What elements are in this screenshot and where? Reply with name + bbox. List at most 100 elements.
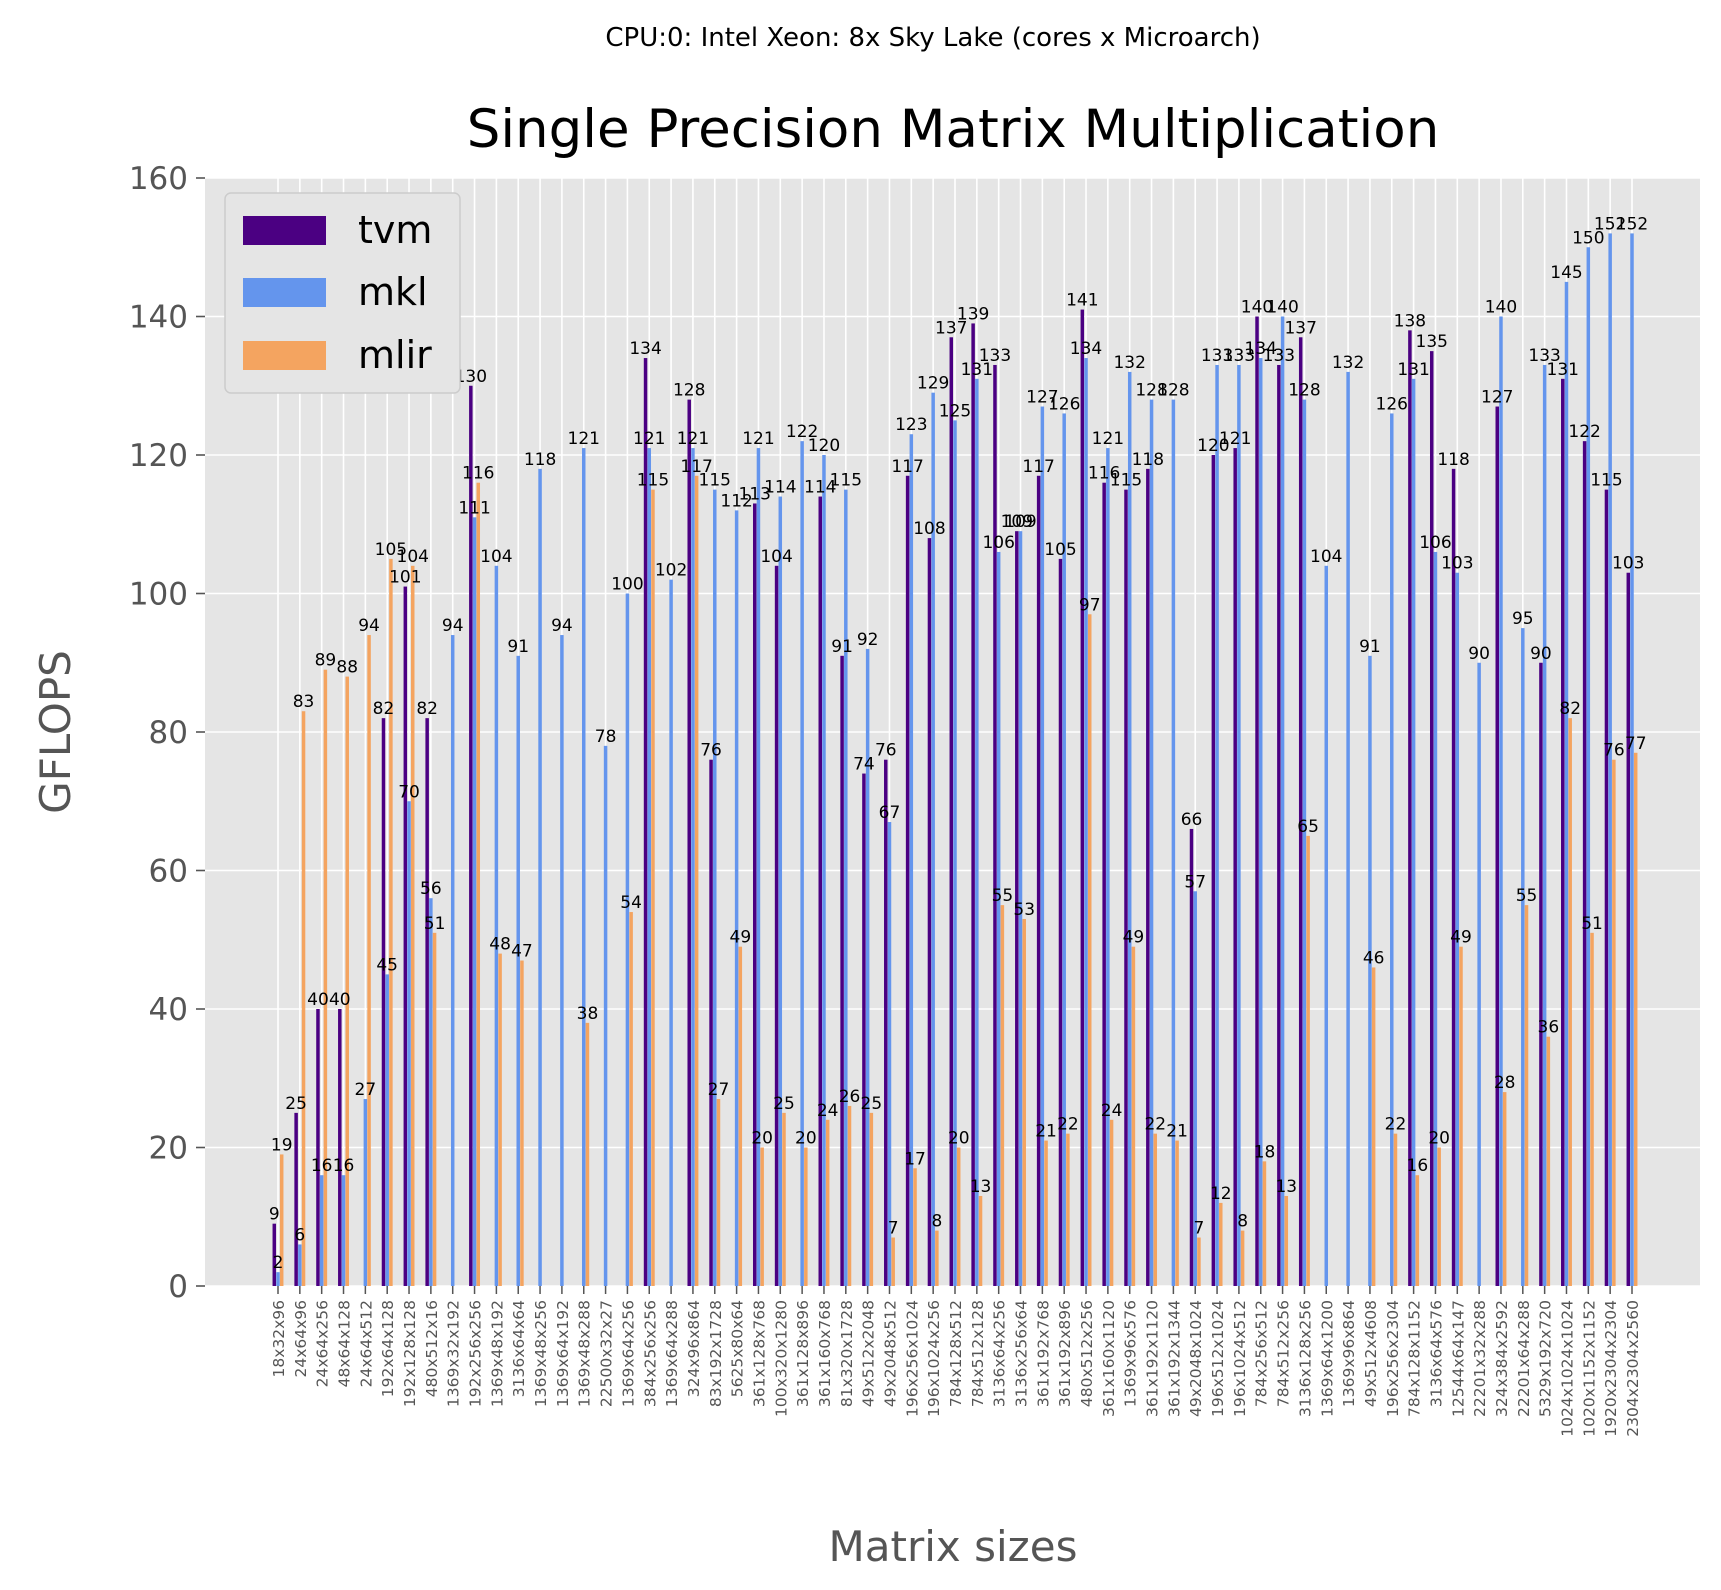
x-tick-label: 361x160x768 [816, 1300, 834, 1407]
bar-value-label-tvm: 40 [307, 990, 329, 1010]
bar-mkl [1062, 413, 1066, 1286]
bar-mlir [1087, 614, 1092, 1286]
bar-value-label-mkl: 57 [1184, 872, 1206, 892]
x-tick-label: 3136x64x64 [510, 1300, 528, 1397]
bar-value-label-mkl: 104 [1310, 547, 1342, 567]
bar-mkl [1586, 247, 1591, 1286]
bar-value-label-mlir: 83 [293, 692, 315, 712]
bar-mkl [865, 648, 870, 1286]
bar-mkl [581, 448, 586, 1286]
bar-value-label-mkl: 111 [458, 498, 490, 518]
bar-value-label-mlir: 54 [620, 893, 642, 913]
bar-value-label-mkl: 152 [1616, 214, 1648, 234]
bar-value-label-mkl: 128 [1135, 381, 1167, 401]
x-tick-label: 1369x64x1200 [1318, 1300, 1336, 1417]
bar-value-label-mlir: 47 [511, 942, 533, 962]
bar-value-label-mkl: 134 [1070, 339, 1102, 359]
bar-mlir [410, 565, 415, 1286]
bar-value-label-mlir: 65 [1297, 817, 1319, 837]
bar-tvm [905, 475, 910, 1286]
x-tick-label: 1369x96x576 [1122, 1300, 1140, 1407]
bar-mlir [1568, 718, 1572, 1286]
y-axis: 0 20 40 60 80 100 120 140 160 [129, 161, 205, 1305]
bar-value-label-mlir: 97 [1079, 595, 1101, 615]
x-tick-label: 196x256x2304 [1384, 1300, 1402, 1417]
bar-mkl [1149, 399, 1154, 1287]
bar-mkl [822, 455, 826, 1286]
bar-mkl [1433, 551, 1438, 1286]
bar-value-label-mkl: 2 [273, 1253, 284, 1273]
bar-value-label-tvm: 121 [1219, 429, 1251, 449]
x-tick-label: 3136x128x256 [1296, 1300, 1314, 1417]
bar-mlir [498, 953, 502, 1286]
bar-tvm [338, 1009, 342, 1286]
bar-mkl [1455, 572, 1460, 1286]
x-tick-label: 49x512x2048 [860, 1300, 878, 1407]
bar-value-label-mlir: 94 [358, 616, 380, 636]
bar-value-label-mkl: 121 [742, 429, 774, 449]
bar-mlir [1524, 905, 1529, 1286]
bar-value-label-tvm: 139 [957, 304, 989, 324]
chart-title: Single Precision Matrix Multiplication [467, 99, 1440, 160]
bar-value-label-mlir: 51 [424, 914, 446, 934]
bar-mlir [476, 482, 481, 1286]
bar-value-label-tvm: 138 [1394, 311, 1426, 331]
bar-mlir [1546, 1036, 1551, 1286]
bar-mkl [953, 420, 957, 1286]
bar-value-label-tvm: 9 [269, 1205, 280, 1225]
bar-mkl [909, 434, 914, 1287]
x-tick-label: 3136x256x64 [1013, 1300, 1031, 1407]
bar-mkl [603, 745, 608, 1286]
bar-value-label-tvm: 76 [875, 741, 897, 761]
bar-value-label-mkl: 109 [1004, 512, 1036, 532]
y-tick-label: 140 [129, 300, 188, 336]
bar-value-label-mlir: 49 [1450, 928, 1472, 948]
bar-value-label-mkl: 128 [1157, 381, 1189, 401]
bar-value-label-tvm: 104 [760, 547, 792, 567]
bar-value-label-tvm: 108 [913, 519, 945, 539]
x-tick-label: 324x384x2592 [1493, 1300, 1511, 1417]
bar-tvm [316, 1009, 320, 1286]
bar-value-label-mkl: 131 [961, 360, 993, 380]
x-tick-label: 24x64x96 [292, 1300, 310, 1378]
bar-mkl [1499, 316, 1503, 1286]
bar-tvm [1233, 448, 1237, 1286]
bar-value-label-mkl: 126 [1376, 394, 1408, 414]
bar-mkl [1324, 565, 1329, 1286]
bar-value-label-mkl: 121 [568, 429, 600, 449]
bar-mlir [345, 676, 349, 1286]
bar-mlir [1262, 1161, 1267, 1286]
bar-tvm [993, 364, 997, 1287]
bar-tvm [1277, 364, 1281, 1287]
bar-value-label-mlir: 28 [1494, 1073, 1516, 1093]
x-tick-label: 18x32x96 [270, 1300, 288, 1378]
bar-value-label-mlir: 25 [773, 1094, 795, 1114]
bar-value-label-mkl: 118 [524, 450, 556, 470]
bar-tvm [1582, 441, 1587, 1286]
bar-value-label-mkl: 70 [398, 782, 420, 802]
bar-value-label-mlir: 55 [1516, 886, 1538, 906]
bar-value-label-mkl: 120 [808, 436, 840, 456]
bar-mlir [520, 960, 524, 1286]
bar-value-label-mlir: 13 [970, 1177, 992, 1197]
bar-mkl [996, 551, 1001, 1286]
bar-value-label-tvm: 130 [455, 367, 487, 387]
bar-value-label-tvm: 128 [673, 381, 705, 401]
bar-value-label-mlir: 19 [271, 1135, 293, 1155]
bar-value-label-mkl: 100 [611, 575, 643, 595]
bar-mlir [847, 1105, 852, 1286]
bar-value-label-mlir: 51 [1581, 914, 1603, 934]
bar-tvm [1102, 482, 1106, 1286]
x-tick-label: 480x512x256 [1078, 1300, 1096, 1407]
bar-tvm [840, 655, 844, 1286]
x-tick-label: 83x192x1728 [707, 1300, 725, 1407]
x-tick-label: 1369x64x256 [619, 1300, 637, 1407]
bar-mkl [538, 468, 542, 1287]
bar-value-label-mkl: 94 [442, 616, 464, 636]
bar-mlir [738, 946, 743, 1286]
bar-mkl [494, 565, 499, 1286]
x-tick-label: 784x128x512 [947, 1300, 965, 1407]
bar-value-label-tvm: 131 [1547, 360, 1579, 380]
x-tick-label: 3136x64x576 [1427, 1300, 1445, 1407]
